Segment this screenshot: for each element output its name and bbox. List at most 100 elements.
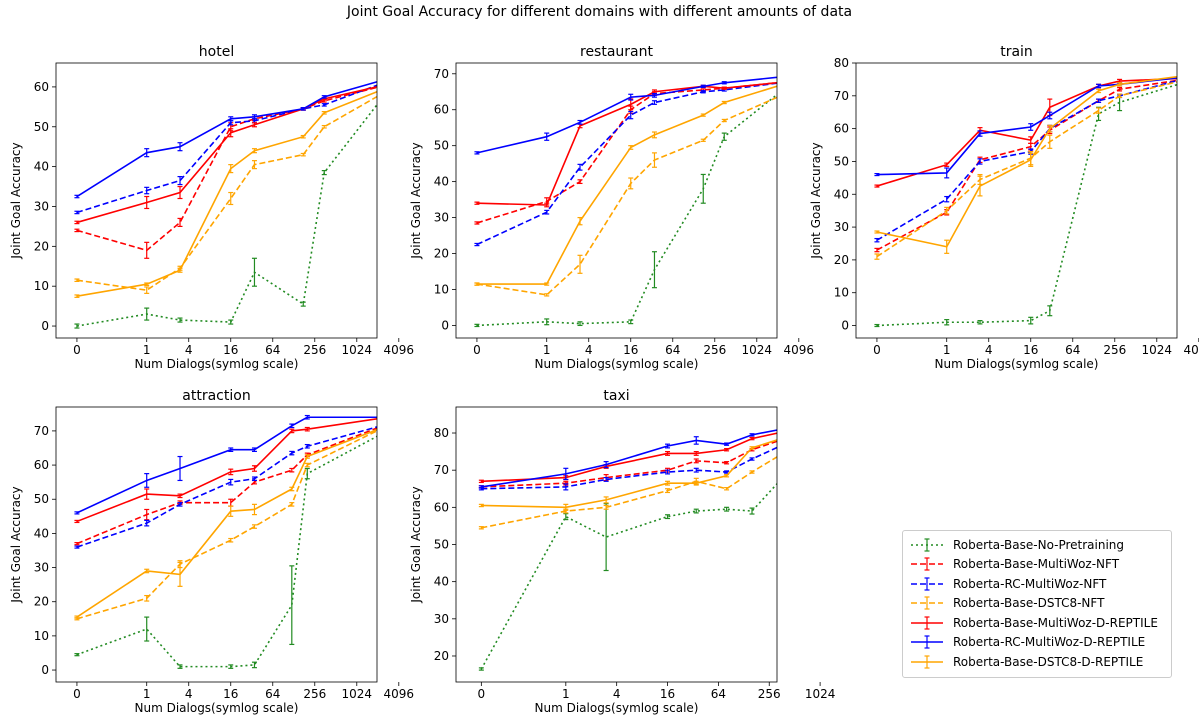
- series-Roberta-Base-MultiWoz-D-REPTILE: [474, 81, 777, 208]
- x-tick-label: 64: [665, 343, 680, 357]
- y-tick-label: 30: [34, 199, 49, 213]
- series-Roberta-RC-MultiWoz-NFT: [874, 79, 1177, 243]
- x-tick-label: 256: [1103, 343, 1126, 357]
- series-Roberta-Base-DSTC8-D-REPTILE: [74, 90, 377, 298]
- legend-symbol: [911, 635, 943, 649]
- series-Roberta-Base-MultiWoz-NFT: [478, 440, 777, 489]
- y-axis-label: Joint Goal Accuracy: [409, 486, 423, 603]
- series-line: [481, 432, 777, 483]
- axes-frame: [55, 62, 378, 339]
- x-tick-label: 1: [943, 343, 951, 357]
- legend-entry: Roberta-Base-DSTC8-NFT: [909, 594, 1165, 614]
- legend-entry: Roberta-Base-MultiWoz-D-REPTILE: [909, 613, 1165, 633]
- subplot-title: train: [1000, 44, 1033, 60]
- legend-label: Roberta-Base-MultiWoz-NFT: [953, 557, 1120, 572]
- y-tick-label: 0: [41, 663, 49, 677]
- series-line: [76, 416, 377, 514]
- x-tick-label: 256: [758, 687, 781, 701]
- series-Roberta-RC-MultiWoz-NFT: [474, 82, 777, 247]
- series-line: [76, 95, 377, 292]
- y-tick-label: 10: [434, 282, 449, 296]
- subplot-title: hotel: [199, 44, 234, 60]
- y-tick-label: 30: [834, 220, 849, 234]
- x-tick-label: 1024: [1142, 343, 1173, 357]
- series-line: [876, 77, 1177, 187]
- x-tick-label: 1024: [342, 343, 373, 357]
- legend-symbol: [911, 596, 943, 610]
- legend-symbol: [911, 577, 943, 591]
- series-line: [481, 446, 777, 490]
- x-tick-label: 0: [478, 687, 486, 701]
- x-tick-label: 64: [711, 687, 726, 701]
- series-Roberta-RC-MultiWoz-D-REPTILE: [478, 429, 777, 489]
- x-tick-label: 256: [703, 343, 726, 357]
- series-Roberta-Base-DSTC8-NFT: [474, 96, 777, 297]
- y-tick-label: 30: [434, 211, 449, 225]
- series-line: [76, 103, 377, 327]
- series-line: [481, 429, 777, 488]
- series-line: [76, 85, 377, 224]
- x-axis-label: Num Dialogs(symlog scale): [535, 357, 699, 371]
- series-line: [476, 81, 777, 206]
- x-axis-label: Num Dialogs(symlog scale): [135, 701, 299, 715]
- legend-symbol: [911, 655, 943, 669]
- series-line: [476, 85, 777, 285]
- y-tick-label: 60: [434, 103, 449, 117]
- legend: Roberta-Base-No-Pretraining Roberta-Base-…: [902, 530, 1172, 678]
- y-tick-label: 70: [34, 424, 49, 438]
- y-tick-label: 40: [834, 187, 849, 201]
- series-Roberta-Base-DSTC8-NFT: [478, 455, 777, 530]
- x-tick-label: 16: [223, 687, 238, 701]
- x-tick-label: 1024: [805, 687, 836, 701]
- y-tick-label: 50: [34, 120, 49, 134]
- series-line: [476, 76, 777, 154]
- y-tick-label: 0: [441, 318, 449, 332]
- series-Roberta-Base-MultiWoz-D-REPTILE: [74, 417, 377, 524]
- y-tick-label: 20: [34, 239, 49, 253]
- series-line: [481, 455, 777, 529]
- series-line: [76, 86, 377, 252]
- y-tick-label: 40: [434, 575, 449, 589]
- x-tick-label: 4096: [384, 343, 415, 357]
- subplot-taxi: taxi 0 1 4 16 64 256 1024 20 30 40 50 60 70 80 Num Dial…: [409, 388, 835, 715]
- series-line: [876, 75, 1177, 248]
- series-Roberta-Base-DSTC8-D-REPTILE: [874, 75, 1177, 254]
- series-Roberta-Base-DSTC8-D-REPTILE: [74, 428, 377, 619]
- series-Roberta-Base-MultiWoz-D-REPTILE: [874, 77, 1177, 188]
- series-Roberta-Base-MultiWoz-NFT: [874, 79, 1177, 253]
- series-line: [876, 77, 1177, 176]
- y-tick-label: 50: [34, 492, 49, 506]
- x-tick-label: 1024: [742, 343, 773, 357]
- y-axis-label: Joint Goal Accuracy: [409, 142, 423, 259]
- subplot-restaurant: restaurant 0 1 4 16 64 256 1024 4096 0 10 20 30 40 50 6…: [409, 44, 814, 371]
- subplot-hotel: hotel 0 1 4 16 64 256 1024 4096 0 10 20 30 40 50 60 Num …: [9, 44, 414, 371]
- series-line: [876, 81, 1177, 258]
- y-tick-label: 80: [834, 56, 849, 70]
- x-tick-label: 16: [660, 687, 675, 701]
- series-Roberta-Base-No-Pretraining: [74, 435, 377, 669]
- series-Roberta-Base-MultiWoz-NFT: [74, 86, 377, 259]
- y-tick-label: 40: [34, 526, 49, 540]
- x-tick-label: 4: [985, 343, 993, 357]
- x-tick-label: 0: [873, 343, 881, 357]
- series-line: [76, 84, 377, 214]
- y-tick-label: 50: [434, 139, 449, 153]
- legend-label: Roberta-Base-DSTC8-NFT: [953, 596, 1105, 611]
- x-tick-label: 1024: [342, 687, 373, 701]
- series-line: [476, 93, 777, 327]
- legend-label: Roberta-RC-MultiWoz-D-REPTILE: [953, 635, 1146, 650]
- series-Roberta-Base-No-Pretraining: [474, 93, 777, 328]
- series-line: [480, 482, 777, 670]
- series-Roberta-RC-MultiWoz-D-REPTILE: [874, 77, 1177, 179]
- x-tick-label: 1: [562, 687, 570, 701]
- x-tick-label: 64: [265, 687, 280, 701]
- series-line: [876, 83, 1177, 327]
- series-Roberta-Base-DSTC8-NFT: [74, 95, 377, 294]
- x-tick-label: 0: [473, 343, 481, 357]
- axes-frame: [855, 62, 1178, 339]
- y-tick-label: 70: [834, 89, 849, 103]
- series-Roberta-RC-MultiWoz-D-REPTILE: [74, 80, 377, 199]
- series-Roberta-Base-DSTC8-NFT: [74, 429, 377, 621]
- series-line: [476, 96, 777, 296]
